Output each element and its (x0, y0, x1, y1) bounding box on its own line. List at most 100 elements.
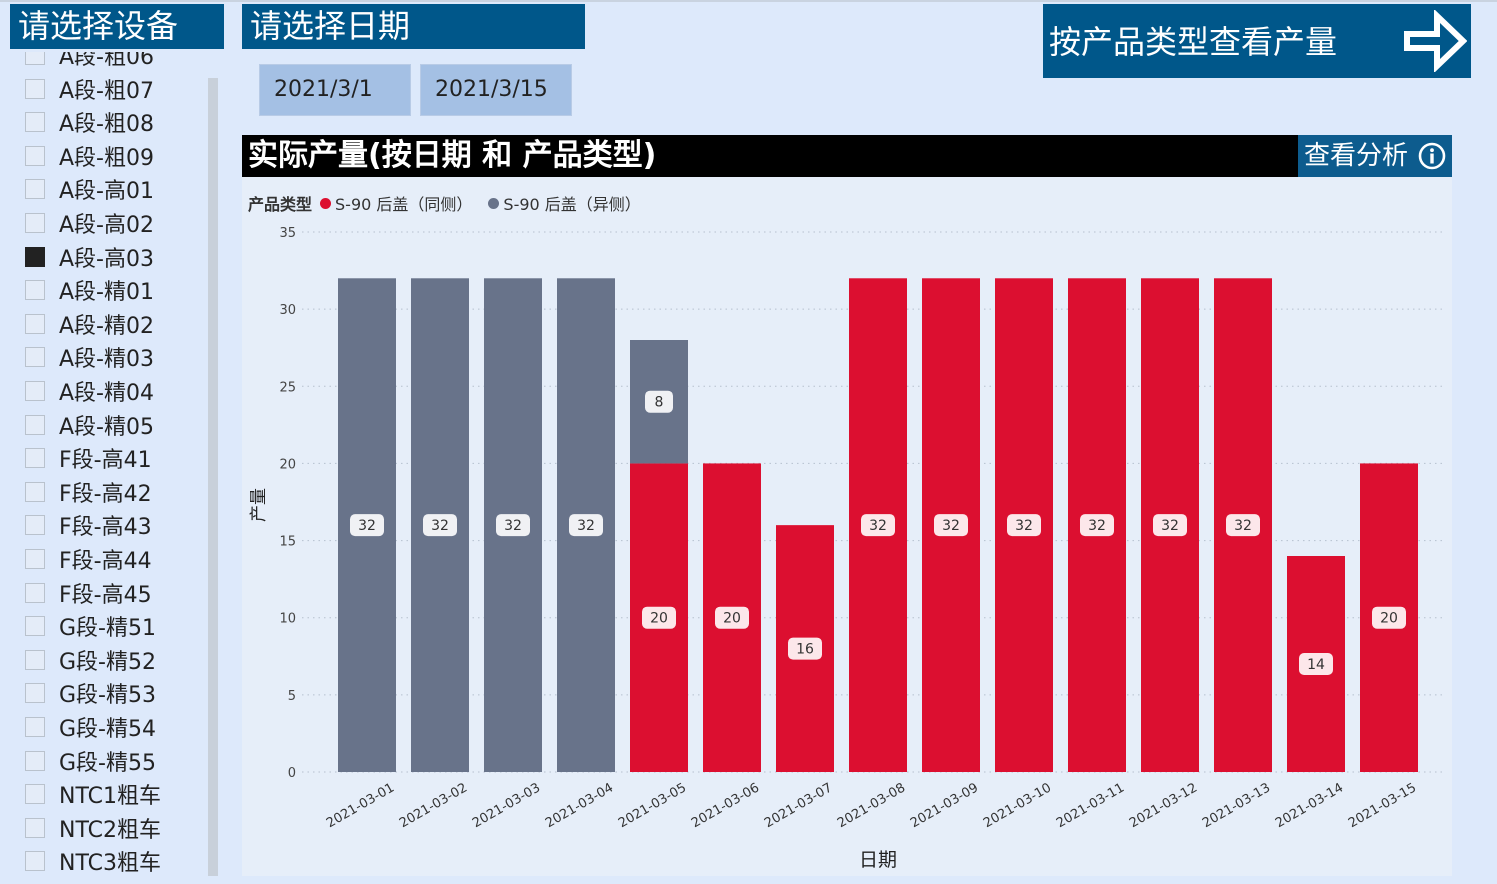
device-item[interactable]: G段-精52 (25, 645, 156, 675)
x-tick-label: 2021-03-07 (762, 780, 835, 831)
data-label: 32 (861, 514, 895, 537)
data-label-box (569, 514, 603, 537)
device-panel-title: 请选择设备 (10, 4, 224, 49)
x-tick-label: 2021-03-13 (1200, 780, 1273, 831)
device-checkbox[interactable] (25, 750, 45, 771)
data-label-text: 32 (1161, 518, 1179, 534)
data-label-text: 32 (577, 518, 595, 534)
device-item[interactable]: A段-精04 (25, 376, 154, 406)
device-list-panel[interactable]: A段-粗06 A段-粗07 A段-粗08 A段-粗09 A段-高01 A段-高02 A段-高… (10, 52, 222, 878)
legend-marker (320, 197, 332, 209)
device-checkbox[interactable] (25, 717, 45, 737)
device-item[interactable]: G段-精54 (25, 712, 156, 742)
device-label: NTC1粗车 (59, 784, 161, 810)
device-label: F段-高42 (59, 481, 152, 507)
device-checkbox[interactable] (25, 549, 45, 569)
legend-label: S-90 后盖（同侧） (335, 195, 473, 214)
device-checkbox[interactable] (25, 784, 45, 805)
device-checkbox[interactable] (25, 313, 45, 334)
device-checkbox[interactable] (25, 481, 45, 502)
device-item[interactable]: A段-粗08 (25, 107, 154, 137)
device-item[interactable]: A段-精01 (25, 275, 154, 305)
data-label-box (788, 637, 822, 660)
y-tick-label: 35 (279, 226, 296, 241)
device-item[interactable]: A段-精05 (25, 410, 154, 440)
device-item[interactable]: A段-精02 (25, 309, 154, 339)
device-item[interactable]: F段-高41 (25, 443, 152, 473)
device-item[interactable]: F段-高43 (25, 510, 152, 540)
device-item[interactable]: A段-粗09 (25, 141, 154, 171)
data-label: 20 (715, 606, 749, 629)
device-label: A段-高01 (59, 179, 154, 205)
x-tick-label: 2021-03-06 (689, 780, 762, 831)
data-label-text: 20 (650, 611, 668, 627)
device-item[interactable]: G段-精53 (25, 678, 156, 708)
data-label-text: 32 (942, 518, 960, 534)
device-checkbox[interactable] (25, 582, 45, 603)
y-tick-label: 15 (279, 535, 296, 550)
x-tick-label: 2021-03-09 (908, 780, 981, 831)
x-tick-label: 2021-03-10 (981, 780, 1054, 831)
device-label: A段-精04 (59, 381, 154, 406)
device-item[interactable]: NTC1粗车 (25, 779, 161, 809)
device-label: A段-精02 (59, 313, 154, 339)
view-analysis-button[interactable]: 查看分析 (1298, 135, 1452, 177)
data-label-box (496, 514, 530, 537)
device-checkbox[interactable] (25, 381, 45, 401)
data-label-box (645, 390, 673, 413)
device-checkbox[interactable] (25, 448, 45, 469)
data-label-text: 32 (1088, 518, 1106, 534)
data-label-text: 8 (655, 395, 664, 411)
device-checkbox[interactable] (25, 683, 45, 704)
device-checkbox[interactable] (25, 851, 45, 872)
device-checkbox[interactable] (25, 179, 45, 200)
device-checkbox[interactable] (25, 817, 45, 838)
device-item[interactable]: A段-粗07 (25, 74, 154, 104)
data-label: 32 (569, 514, 603, 537)
device-checkbox[interactable] (25, 515, 45, 536)
device-item[interactable]: G段-精51 (25, 611, 156, 641)
device-checkbox[interactable] (25, 213, 45, 233)
device-item[interactable]: A段-高02 (25, 208, 154, 238)
x-tick-label: 2021-03-12 (1127, 780, 1200, 831)
device-item[interactable]: A段-高01 (25, 174, 154, 204)
device-checkbox[interactable] (25, 280, 45, 301)
data-label-text: 20 (723, 611, 741, 627)
device-list-scrollbar[interactable] (208, 78, 218, 876)
data-label-box (350, 514, 384, 537)
x-tick-label: 2021-03-15 (1346, 780, 1419, 831)
data-label-box (1299, 653, 1333, 675)
device-checkbox[interactable] (25, 414, 45, 435)
production-chart-card: 实际产量(按日期 和 产品类型) 查看分析 产品类型 S-90 后盖（同侧） S… (242, 135, 1452, 876)
device-item[interactable]: NTC3粗车 (25, 846, 161, 876)
data-label: 20 (642, 606, 676, 629)
device-checkbox[interactable] (25, 52, 45, 65)
x-tick-label: 2021-03-02 (397, 780, 470, 831)
legend-item-same-side[interactable]: S-90 后盖（同侧） (320, 191, 472, 215)
device-checkbox[interactable] (25, 112, 45, 133)
device-label: A段-粗06 (59, 52, 154, 70)
start-date-input[interactable]: 2021/3/1 (259, 64, 411, 116)
device-item[interactable]: G段-精55 (25, 746, 156, 776)
legend-item-opposite-side[interactable]: S-90 后盖（异侧） (488, 191, 641, 215)
end-date-input[interactable]: 2021/3/15 (420, 64, 572, 116)
device-item[interactable]: A段-精03 (25, 342, 154, 372)
data-label: 32 (1153, 514, 1187, 537)
data-label: 32 (1007, 514, 1041, 537)
device-item[interactable]: F段-高44 (25, 544, 152, 574)
device-checkbox[interactable] (25, 246, 45, 267)
device-checkbox[interactable] (25, 78, 45, 99)
device-checkbox[interactable] (25, 616, 45, 637)
device-checkbox[interactable] (25, 649, 45, 670)
device-item[interactable]: NTC2粗车 (25, 813, 161, 843)
device-item[interactable]: F段-高45 (25, 578, 152, 608)
view-by-product-type-button[interactable]: 按产品类型查看产量 (1043, 4, 1471, 78)
device-checkbox[interactable] (25, 145, 45, 166)
device-checkbox[interactable] (25, 347, 45, 368)
device-item[interactable]: A段-粗06 (25, 52, 154, 70)
device-item[interactable]: F段-高42 (25, 477, 152, 507)
device-label: NTC2粗车 (59, 817, 161, 843)
device-item[interactable]: A段-高03 (25, 242, 154, 272)
device-label: A段-高03 (59, 246, 154, 272)
data-label-text: 16 (796, 642, 814, 658)
